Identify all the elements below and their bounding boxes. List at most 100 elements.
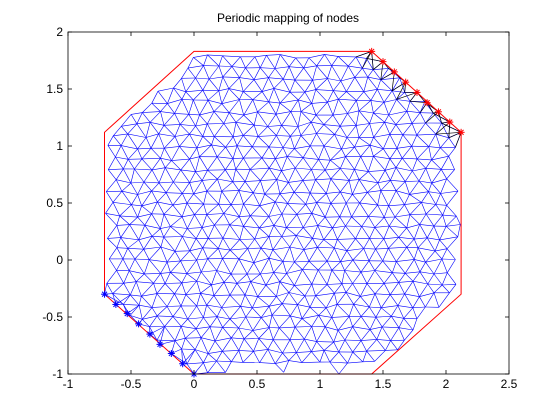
mesh-edge — [381, 307, 392, 317]
mesh-edge — [261, 91, 270, 102]
mesh-edge — [373, 156, 386, 171]
mesh-edge — [352, 283, 361, 297]
mesh-edge — [441, 258, 456, 260]
boundary-mesh-edge — [171, 348, 182, 354]
mesh-edge — [229, 294, 241, 307]
mesh-edge — [346, 250, 354, 261]
mesh-edge — [259, 201, 276, 207]
mesh-edge — [222, 258, 232, 275]
mesh-edge — [206, 304, 218, 317]
mesh-edge — [281, 213, 287, 228]
mesh-edge — [440, 178, 447, 194]
mesh-edge — [304, 283, 313, 297]
mesh-edge — [380, 77, 400, 80]
mesh-edge — [324, 54, 332, 66]
mesh-edge — [344, 270, 353, 284]
mesh-edge — [160, 261, 168, 274]
mesh-edge — [142, 319, 150, 328]
mesh-edge — [151, 158, 161, 171]
mesh-edge — [239, 99, 244, 116]
mesh-edge — [267, 126, 277, 136]
mesh-edge — [383, 102, 389, 116]
mesh-edge — [228, 88, 244, 92]
mesh-edge — [243, 203, 260, 207]
mesh-edge — [308, 260, 319, 271]
mesh-edge — [181, 348, 188, 365]
mesh-edge — [332, 113, 348, 116]
boundary-mesh-edge — [159, 340, 176, 345]
mesh-edge — [279, 326, 296, 329]
mesh-edge — [305, 202, 317, 205]
mesh-edge — [130, 281, 137, 296]
mesh-edge — [398, 327, 414, 331]
mesh-edge — [369, 317, 377, 330]
mesh-edge — [398, 327, 405, 341]
mesh-edge — [186, 202, 195, 215]
mesh-edge — [302, 157, 312, 170]
mesh-edge — [182, 193, 194, 195]
mesh-edge — [315, 89, 334, 91]
mesh-edge — [105, 213, 120, 217]
mesh-edge — [174, 337, 186, 342]
mesh-edge — [352, 192, 368, 195]
mesh-edge — [281, 125, 299, 127]
mesh-edge — [286, 273, 295, 286]
mesh-edge — [425, 204, 437, 215]
mesh-edge — [141, 158, 153, 171]
mesh-edge — [181, 348, 196, 350]
mesh-edge — [301, 307, 311, 319]
x-tick-label: 0 — [191, 377, 198, 391]
mesh-edge — [330, 148, 342, 161]
target-node-marker — [156, 340, 164, 348]
mesh-edge — [188, 114, 196, 127]
mapping-link — [396, 81, 406, 100]
mesh-edge — [193, 54, 208, 58]
mesh-edge — [107, 237, 121, 239]
mesh-edge — [411, 146, 418, 160]
mesh-edge — [397, 293, 405, 306]
mesh-edge — [368, 248, 376, 261]
mesh-edge — [398, 273, 406, 283]
mesh-edge — [354, 144, 371, 148]
mesh-edge — [416, 122, 426, 136]
mesh-edge — [358, 137, 371, 146]
mesh-edge — [113, 133, 128, 137]
mesh-edge — [360, 340, 367, 352]
mesh-edge — [221, 294, 231, 308]
mesh-edge — [384, 121, 396, 125]
mesh-edge — [221, 190, 239, 192]
mesh-edge — [442, 215, 447, 227]
mesh-edge — [441, 272, 448, 286]
mesh-edge — [195, 227, 203, 239]
mesh-edge — [447, 272, 457, 285]
mesh-edge — [309, 306, 319, 316]
mesh-edge — [186, 362, 204, 365]
mesh-edge — [229, 318, 239, 329]
mesh-edge — [202, 90, 209, 101]
mesh-edge — [304, 338, 312, 352]
mesh-edge — [380, 68, 389, 80]
mesh-edge — [388, 216, 396, 227]
mesh-edge — [200, 284, 212, 294]
boundary-mesh-edge — [115, 294, 131, 305]
mesh-edge — [253, 77, 269, 80]
mesh-edge — [194, 203, 204, 215]
mesh-edge — [303, 247, 318, 250]
mesh-edge — [179, 133, 190, 147]
marker-stroke — [157, 341, 163, 348]
mesh-edge — [171, 146, 180, 161]
mesh-edge — [130, 294, 140, 306]
mesh-edge — [377, 89, 393, 92]
mesh-edge — [193, 190, 207, 195]
mesh-edge — [316, 326, 326, 342]
mesh-edge — [148, 259, 161, 274]
mesh-edge — [404, 273, 414, 282]
target-node-marker — [101, 290, 109, 298]
mesh-edge — [283, 78, 295, 81]
mesh-edge — [396, 261, 406, 274]
mapping-link — [433, 112, 450, 123]
mesh-edge — [398, 318, 404, 328]
mesh-edge — [445, 226, 459, 238]
mesh-edge — [447, 259, 456, 273]
mesh-edge — [311, 284, 316, 296]
